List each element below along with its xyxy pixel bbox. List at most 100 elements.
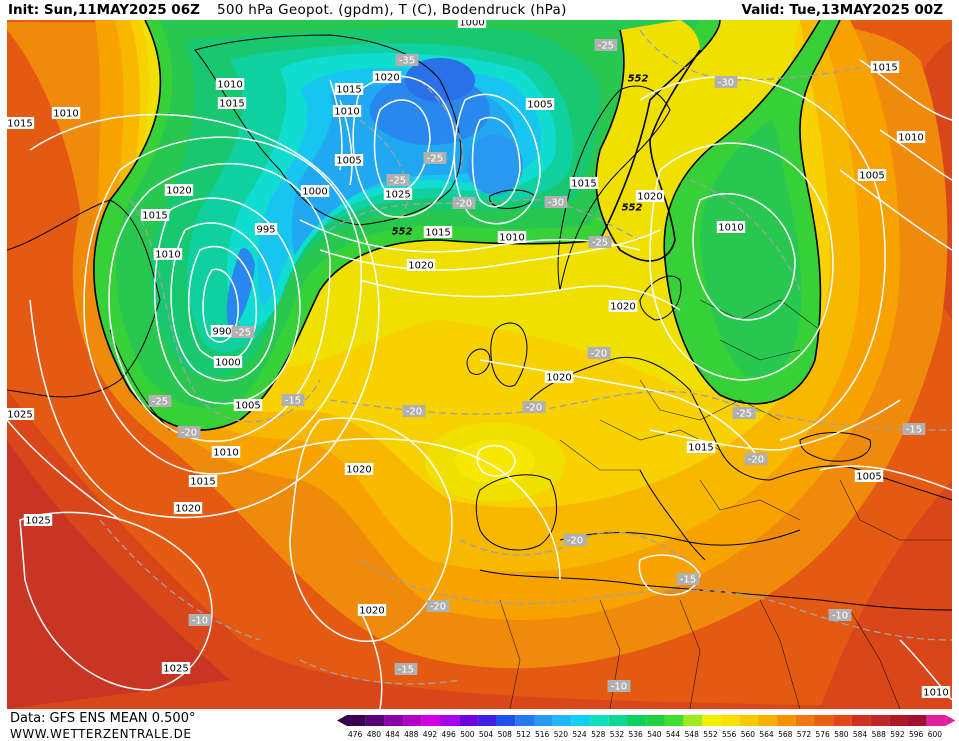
ireland [466,348,491,375]
legend-value: 560 [741,730,756,739]
temperature-label-text: -20 [748,455,764,466]
isobar-label: 1020 [608,300,638,313]
temperature-label-bg [744,453,768,465]
temperature-label: -15 [676,573,700,586]
isobar-label-bg [334,83,364,95]
isobar-label: 1000 [213,356,243,369]
legend-swatch [515,715,534,726]
legend-value: 492 [423,730,438,739]
isobar-label-bg [544,371,574,383]
legend-value: 528 [591,730,606,739]
isobar-label: 1000 [457,20,487,29]
legend-swatch [814,715,834,726]
low-labrador-1005 [153,197,301,405]
mediterranean [559,529,801,546]
isobar-label: 1015 [686,441,716,454]
temperature-label-bg [177,426,201,438]
isobar-label-text: 1025 [25,516,50,527]
isobar-1015-ne [859,59,952,121]
temperature-label: -35 [395,54,419,67]
isobar-label-text: 1025 [7,410,32,421]
temperature-label: -25 [386,174,410,187]
band-580-se [820,480,952,709]
isobar-label-bg [569,177,599,189]
isobar-label: 1020 [173,502,203,515]
isobar-label: 1010 [211,446,241,459]
isobar-label-text: 1005 [527,100,552,111]
isobar-label-text: 1005 [336,156,361,167]
isobar-label-text: 1010 [155,250,180,261]
isobar-label-text: 990 [212,327,231,338]
low-labrador-1000 [170,222,277,382]
isobar-label: 1010 [215,78,245,91]
legend-swatch [347,715,366,726]
temperature-label-text: -20 [181,428,197,439]
temperature-label-bg [828,609,852,621]
greenland-high-1025 [373,99,431,194]
legend-swatch [590,715,609,726]
temperature-label-text: -10 [832,611,848,622]
isobar-label-text: 1000 [459,20,484,29]
temperature-label-bg [588,236,612,248]
website-link[interactable]: WWW.WETTERZENTRALE.DE [10,727,192,741]
isobar-label-text: 1000 [215,358,240,369]
isobar-label-text: 1010 [213,448,238,459]
temperature-label-bg [594,39,618,51]
temperature-label: -20 [426,600,450,613]
low-norway-1005 [453,93,541,225]
temperature-label-text: -20 [591,349,607,360]
contour-552-east [663,20,841,405]
isobar-label-text: 1010 [898,133,923,144]
temperature-label-text: -25 [152,397,168,408]
legend-swatch [496,715,516,726]
legend-value: 532 [610,730,625,739]
isobar-1005-ne [839,169,952,251]
isobar-label: 1020 [344,463,374,476]
temperature-label: -25 [148,395,172,408]
isobar-label-bg [211,446,241,458]
legend-arrow-low [337,715,347,726]
legend-swatch [702,715,721,726]
isobar-1010-ne [879,129,952,181]
temperature-label-bg [423,152,447,164]
temperature-label-bg [395,54,419,66]
isobar-label-text: 1020 [346,465,371,476]
low-east-1010 [692,193,796,321]
isobar-label-bg [164,184,194,196]
legend-value: 536 [629,730,644,739]
legend-value: 524 [572,730,587,739]
isobar-label-bg [334,154,364,166]
legend-swatch [571,715,591,726]
isobar-label-bg [686,441,716,453]
legend-value: 556 [722,730,737,739]
high-atlantic-1020-main [259,437,561,581]
isobar-label-text: 1015 [7,119,32,130]
isobar-label-text: 1020 [637,192,662,203]
isobar-1015-north [319,229,661,271]
legend-value: 572 [797,730,812,739]
legend-value: 504 [479,730,494,739]
isobar-label-bg [217,97,247,109]
legend-value: 552 [703,730,718,739]
temperature-label-bg [714,76,738,88]
isobar-label-bg [188,475,218,487]
height-contours [93,20,841,431]
isobar-label-text: 1015 [336,85,361,96]
temperature-label: -25 [588,236,612,249]
temperature-label-text: -25 [598,41,614,52]
isobar-label-text: 1015 [425,228,450,239]
isobar-label-bg [383,188,413,200]
africa-coast [479,569,952,611]
legend-value: 576 [816,730,831,739]
isobar-label: 1015 [217,97,247,110]
temperature-label-bg [607,680,631,692]
legend-value: 476 [348,730,363,739]
height-label: 552 [622,203,643,214]
legend-value: 600 [928,730,943,739]
band-584 [7,440,230,709]
isobar-label: 990 [210,325,234,338]
temperature-label: -10 [607,680,631,693]
height-labels: 552 552 552 [392,74,649,238]
isobar-label-text: 1015 [219,99,244,110]
isobar-label: 1020 [635,190,665,203]
